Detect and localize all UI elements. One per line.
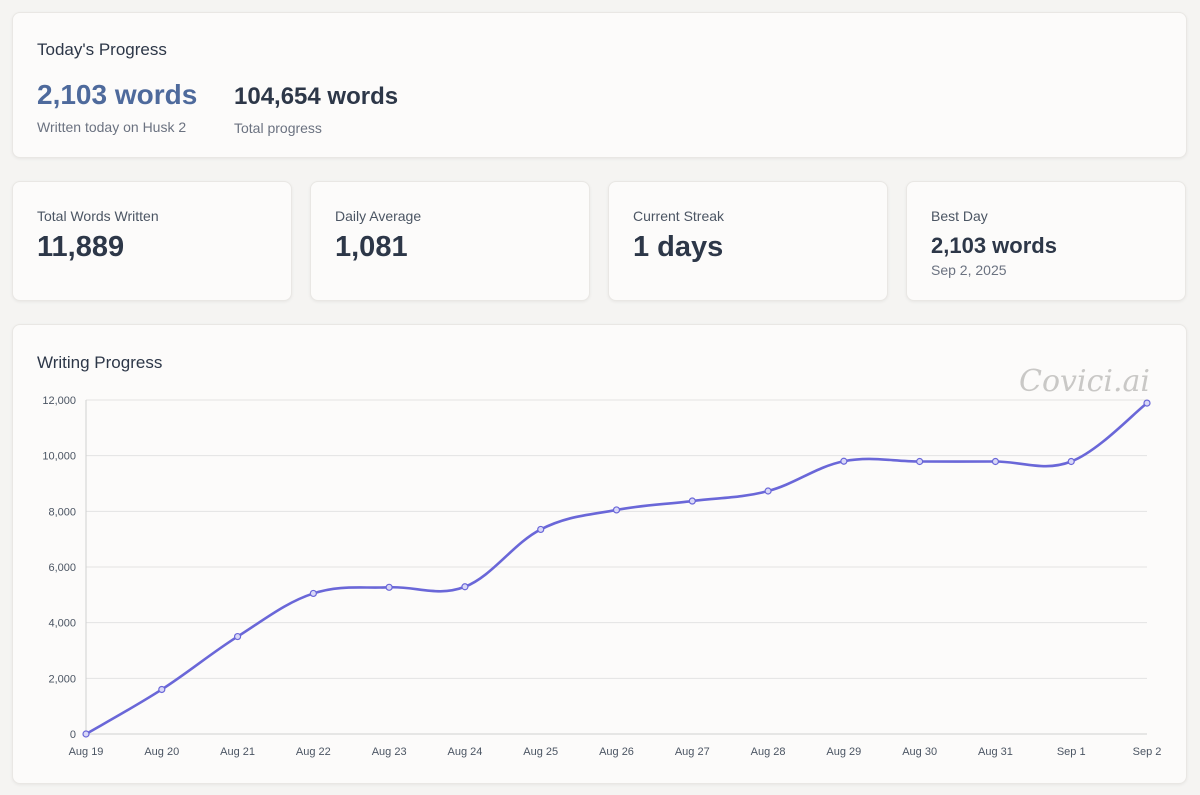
total-words-value: 11,889: [37, 231, 125, 263]
y-tick-label: 0: [70, 729, 76, 741]
x-tick-label: Aug 23: [372, 746, 407, 758]
data-point: [158, 685, 166, 694]
current-streak-card: Current Streak 1 days: [608, 181, 888, 301]
best-day-date: Sep 2, 2025: [931, 262, 1007, 278]
daily-average-value: 1,081: [335, 231, 408, 263]
writing-progress-chart: 0 2,000 4,000 6,000 8,000 10,000 12,000 Aug 19 A…: [42, 395, 1162, 758]
todays-progress-card: Today's Progress 2,103 words Written tod…: [12, 12, 1187, 158]
total-words-label: Total Words Written: [37, 208, 159, 224]
total-progress-value: 104,654 words: [234, 83, 399, 110]
data-point: [1067, 457, 1075, 466]
y-tick-label: 12,000: [42, 395, 76, 407]
words-today-caption: Written today on Husk 2: [37, 119, 187, 135]
best-day-card: Best Day 2,103 words Sep 2, 2025: [906, 181, 1186, 301]
y-tick-label: 4,000: [48, 618, 76, 630]
current-streak-label: Current Streak: [633, 208, 725, 224]
x-tick-label: Aug 21: [220, 746, 255, 758]
total-words-card: Total Words Written 11,889: [12, 181, 292, 301]
data-point: [612, 506, 621, 514]
data-point: [309, 589, 317, 598]
series-line: [85, 402, 1148, 736]
total-progress-caption: Total progress: [234, 120, 322, 136]
x-tick-label: Aug 31: [978, 746, 1013, 758]
x-tick-label: Sep 1: [1057, 746, 1086, 758]
todays-progress-title: Today's Progress: [37, 40, 167, 59]
x-tick-label: Aug 26: [599, 746, 634, 758]
x-tick-label: Sep 2: [1133, 746, 1162, 758]
data-point: [688, 497, 696, 505]
data-point: [1143, 399, 1151, 407]
x-tick-label: Aug 29: [826, 746, 861, 758]
data-point: [840, 457, 848, 465]
best-day-value: 2,103 words: [931, 233, 1057, 258]
daily-average-card: Daily Average 1,081: [310, 181, 590, 301]
x-tick-label: Aug 28: [751, 746, 786, 758]
writing-progress-title: Writing Progress: [37, 353, 163, 372]
x-tick-label: Aug 20: [144, 746, 179, 758]
words-today-stat: 2,103 words Written today on Husk 2: [37, 79, 197, 135]
data-point: [537, 525, 545, 534]
x-tick-label: Aug 22: [296, 746, 331, 758]
data-point: [461, 583, 469, 591]
data-point: [233, 632, 242, 641]
x-tick-label: Aug 27: [675, 746, 710, 758]
current-streak-value: 1 days: [633, 231, 724, 263]
x-tick-label: Aug 19: [69, 746, 104, 758]
best-day-label: Best Day: [931, 208, 988, 224]
y-tick-label: 8,000: [48, 506, 76, 518]
data-point: [82, 730, 90, 738]
writing-progress-card: Writing Progress 0 2,000 4,000 6,000 8,000 10…: [12, 324, 1187, 784]
words-today-value: 2,103 words: [37, 79, 198, 110]
daily-average-label: Daily Average: [335, 208, 422, 224]
watermark-logo: Covici.ai: [1019, 364, 1150, 399]
y-tick-label: 6,000: [48, 562, 76, 574]
x-tick-label: Aug 24: [447, 746, 482, 758]
total-progress-stat: 104,654 words Total progress: [234, 79, 398, 136]
y-tick-label: 10,000: [42, 451, 76, 463]
x-tick-label: Aug 25: [523, 746, 558, 758]
x-tick-label: Aug 30: [902, 746, 937, 758]
data-point: [916, 457, 924, 466]
y-tick-label: 2,000: [48, 673, 76, 685]
data-point: [991, 457, 1000, 466]
data-point: [385, 583, 393, 591]
data-point: [764, 487, 772, 495]
